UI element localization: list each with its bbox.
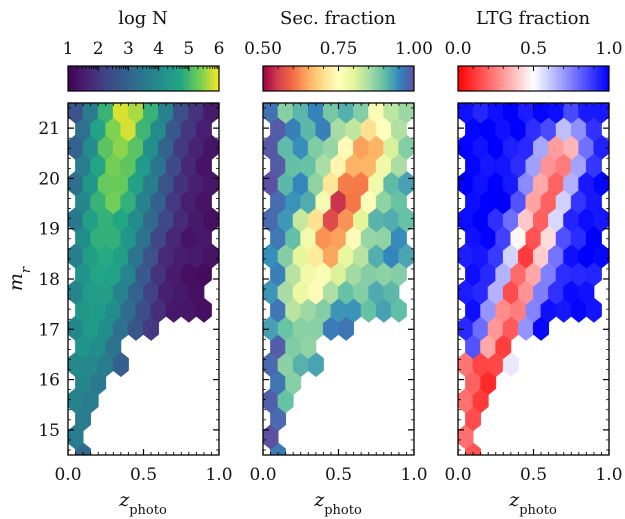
- y-tick-label: 18: [38, 270, 60, 290]
- hexbin-cells: [68, 103, 219, 455]
- colorbar-tick-label: 3: [123, 39, 134, 59]
- colorbar-tick-label: 0.0: [444, 39, 471, 59]
- axis-ticks: 0.0 0.5 1.0 15 16 17 18 19 20 21: [38, 103, 233, 485]
- axis-ticks: 0.0 0.5 1.0: [444, 103, 623, 485]
- y-tick-label: 15: [38, 421, 60, 441]
- colorbar-tick-label: 0.75: [320, 39, 358, 59]
- x-tick-label: 1.0: [400, 465, 427, 485]
- colorbar-tick-label: 2: [93, 39, 104, 59]
- hexbin-cells: [263, 103, 414, 455]
- y-tick-label: 16: [38, 371, 60, 391]
- x-tick-label: 0.5: [130, 465, 157, 485]
- x-axis-label: zphoto: [313, 489, 362, 518]
- colorbar-tick-label: 6: [214, 39, 225, 59]
- colorbar-tick-label: 0.5: [520, 39, 547, 59]
- x-axis-label: zphoto: [118, 489, 167, 518]
- x-tick-label: 0.0: [249, 465, 276, 485]
- colorbar-ticks: [457, 66, 610, 71]
- colorbar-title: Sec. fraction: [280, 8, 396, 29]
- colorbar-tick-label: 4: [153, 39, 164, 59]
- x-tick-label: 0.0: [444, 465, 471, 485]
- hexbin-cells: [458, 103, 609, 455]
- y-tick-label: 20: [38, 169, 60, 189]
- y-tick-label: 21: [38, 119, 60, 139]
- colorbar: [67, 65, 220, 92]
- colorbar-ticklabels: 0.0 0.5 1.0: [444, 39, 622, 59]
- panel-sec-fraction: Sec. fraction 0.50 0.75 1.00 0.0 0.5 1.0 zph…: [244, 8, 433, 518]
- colorbar-tick-label: 1.0: [595, 39, 622, 59]
- x-tick-label: 0.5: [520, 465, 547, 485]
- x-tick-label: 0.5: [325, 465, 352, 485]
- x-axis-label: zphoto: [508, 489, 557, 518]
- x-tick-label: 1.0: [595, 465, 622, 485]
- colorbar-ticks: [262, 66, 415, 71]
- colorbar-title: LTG fraction: [476, 8, 590, 29]
- axis-ticks: 0.0 0.5 1.0: [249, 103, 428, 485]
- colorbar-tick-label: 0.50: [244, 39, 282, 59]
- x-tick-label: 0.0: [54, 465, 81, 485]
- colorbar-ticklabels: 0.50 0.75 1.00: [244, 39, 433, 59]
- colorbar-title: log N: [118, 8, 168, 29]
- y-tick-label: 17: [38, 320, 60, 340]
- colorbar-tick-label: 1.00: [395, 39, 433, 59]
- colorbar-tick-label: 5: [183, 39, 194, 59]
- colorbar-ticks: [67, 66, 220, 71]
- x-tick-label: 1.0: [205, 465, 232, 485]
- panel-ltg-fraction: LTG fraction 0.0 0.5 1.0 0.0 0.5 1.0 zphoto: [444, 8, 622, 518]
- colorbar-tick-label: 1: [63, 39, 74, 59]
- y-tick-label: 19: [38, 220, 60, 240]
- y-axis-label: mr: [5, 266, 34, 291]
